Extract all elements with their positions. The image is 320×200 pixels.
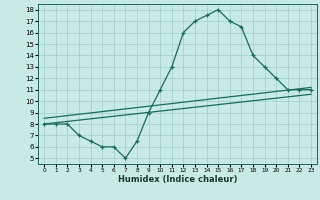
X-axis label: Humidex (Indice chaleur): Humidex (Indice chaleur) xyxy=(118,175,237,184)
